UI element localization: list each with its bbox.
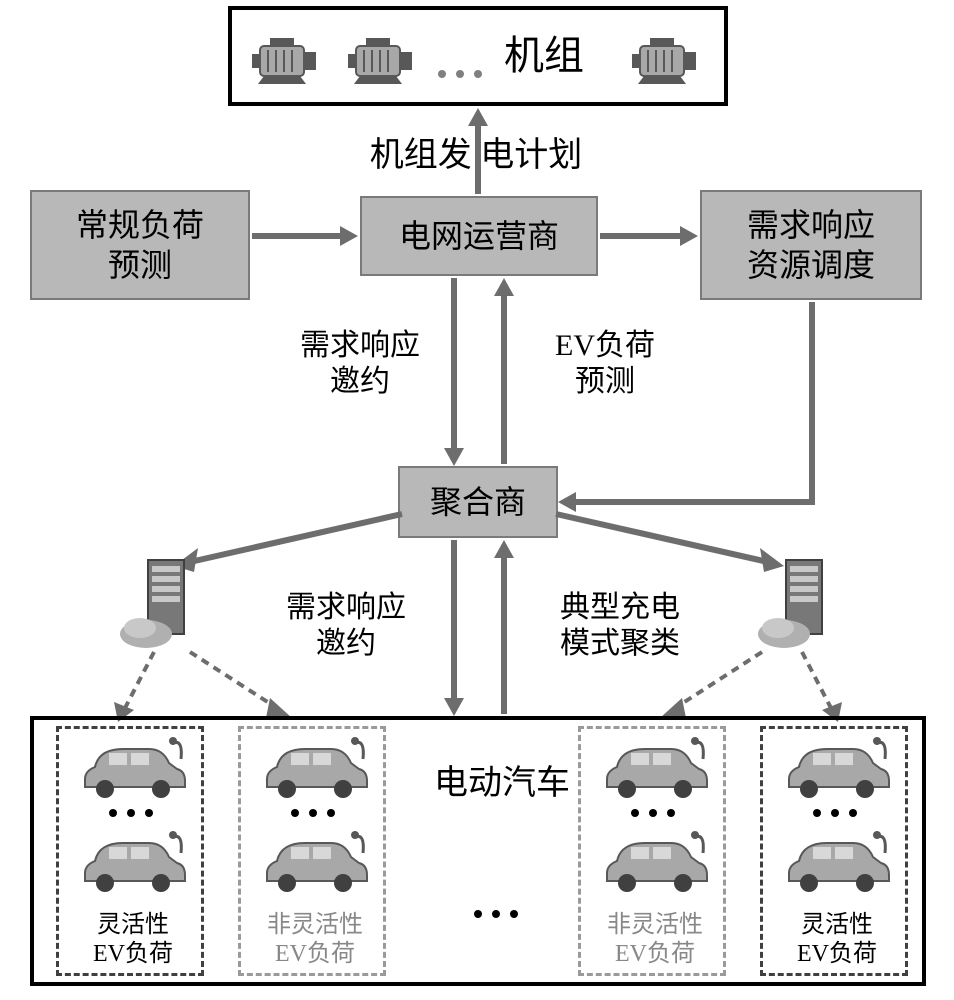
arrow-right-icon bbox=[252, 226, 358, 246]
server-icon bbox=[120, 556, 200, 661]
car-icon bbox=[599, 735, 709, 806]
arrow-dashed-icon bbox=[658, 648, 768, 726]
arrow-diag-left-icon bbox=[170, 512, 410, 572]
motor-icon bbox=[252, 32, 322, 94]
units-box: 机组 bbox=[228, 6, 728, 106]
arrow-diag-right-icon bbox=[548, 512, 788, 572]
ellipsis-dots bbox=[438, 70, 482, 78]
ev-group-label: 灵活性 EV负荷 bbox=[763, 911, 911, 969]
car-icon bbox=[77, 829, 187, 900]
arrow-dashed-icon bbox=[186, 648, 296, 726]
arrow-up-icon bbox=[494, 278, 514, 466]
car-icon bbox=[599, 829, 709, 900]
units-plan-label: 机组发 电计划 bbox=[296, 136, 656, 177]
diagram-canvas: 机组 机组发 电计划 常规负荷 预测 电网运营商 需求响应 资源调度 需求响应 … bbox=[0, 0, 954, 1000]
ellipsis-dots bbox=[291, 809, 335, 817]
car-icon bbox=[259, 829, 369, 900]
load-forecast-text: 常规负荷 预测 bbox=[76, 205, 204, 285]
car-icon bbox=[77, 735, 187, 806]
motor-icon bbox=[632, 32, 702, 94]
arrow-dashed-icon bbox=[110, 648, 170, 726]
units-title: 机组 bbox=[504, 32, 584, 80]
dr-invite-label-1: 需求响应 邀约 bbox=[280, 328, 440, 400]
arrow-right-icon bbox=[600, 226, 698, 246]
aggregator-box: 聚合商 bbox=[398, 466, 558, 538]
arrow-down-icon bbox=[444, 278, 464, 466]
arrow-dashed-icon bbox=[788, 648, 848, 726]
grid-operator-box: 电网运营商 bbox=[360, 196, 598, 276]
ellipsis-dots bbox=[109, 809, 153, 817]
car-icon bbox=[781, 735, 891, 806]
ev-group-nonflexible: 非灵活性 EV负荷 bbox=[578, 726, 726, 976]
aggregator-text: 聚合商 bbox=[430, 482, 526, 522]
ev-group-flexible: 灵活性 EV负荷 bbox=[56, 726, 204, 976]
ev-group-flexible: 灵活性 EV负荷 bbox=[760, 726, 908, 976]
motor-icon bbox=[348, 32, 418, 94]
arrow-up-icon bbox=[494, 540, 514, 716]
ev-group-label: 非灵活性 EV负荷 bbox=[581, 911, 729, 969]
car-icon bbox=[781, 829, 891, 900]
car-icon bbox=[259, 735, 369, 806]
ellipsis-dots bbox=[474, 910, 518, 918]
ev-title: 电动汽车 bbox=[434, 764, 570, 805]
ellipsis-dots bbox=[631, 809, 675, 817]
ev-group-label: 非灵活性 EV负荷 bbox=[241, 911, 389, 969]
server-icon bbox=[758, 556, 838, 661]
grid-operator-text: 电网运营商 bbox=[399, 216, 559, 256]
arrow-down-icon bbox=[444, 540, 464, 716]
ellipsis-dots bbox=[813, 809, 857, 817]
arrow-elbow-icon bbox=[558, 300, 828, 520]
ev-group-nonflexible: 非灵活性 EV负荷 bbox=[238, 726, 386, 976]
dr-dispatch-text: 需求响应 资源调度 bbox=[747, 205, 875, 285]
load-forecast-box: 常规负荷 预测 bbox=[30, 190, 250, 300]
ev-group-label: 灵活性 EV负荷 bbox=[59, 911, 207, 969]
dr-dispatch-box: 需求响应 资源调度 bbox=[700, 190, 922, 300]
